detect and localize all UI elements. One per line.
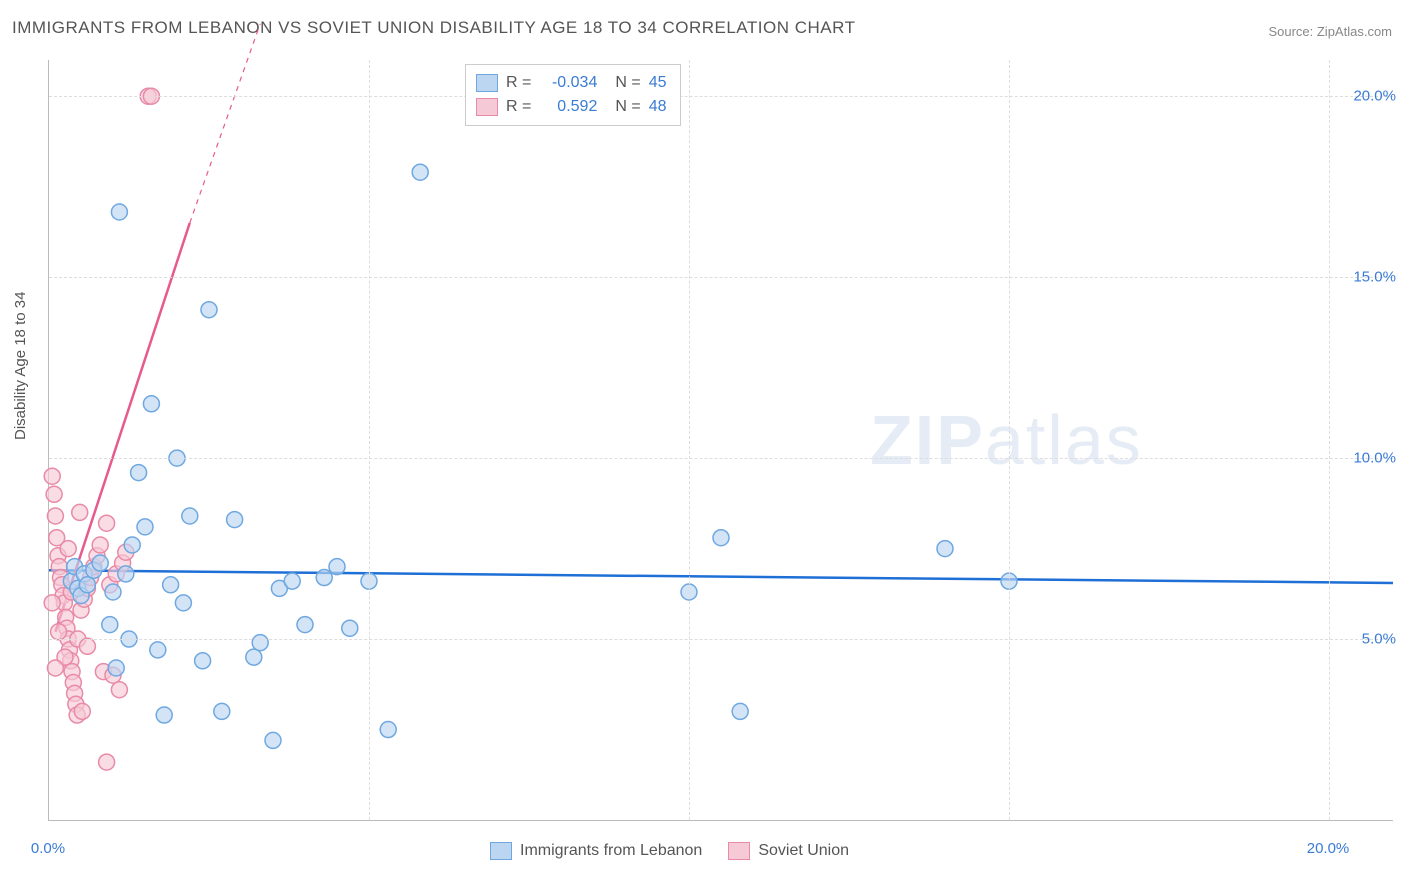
r-label: R = <box>506 95 531 119</box>
data-point <box>329 559 345 575</box>
legend-item: Immigrants from Lebanon <box>490 842 702 860</box>
data-point <box>111 204 127 220</box>
n-label: N = <box>615 71 640 95</box>
data-point <box>108 660 124 676</box>
data-point <box>118 566 134 582</box>
data-point <box>246 649 262 665</box>
data-point <box>92 537 108 553</box>
data-point <box>137 519 153 535</box>
data-point <box>150 642 166 658</box>
data-point <box>412 164 428 180</box>
legend-row: R = 0.592 N = 48 <box>476 95 666 119</box>
legend-swatch <box>476 98 498 116</box>
scatter-plot <box>48 60 1393 821</box>
data-point <box>342 620 358 636</box>
x-tick-label: 0.0% <box>31 840 65 857</box>
data-point <box>51 624 67 640</box>
legend-swatch <box>728 842 750 860</box>
data-point <box>380 722 396 738</box>
legend-item: Soviet Union <box>728 842 849 860</box>
n-label: N = <box>615 95 640 119</box>
y-tick-label: 10.0% <box>1353 450 1396 467</box>
data-point <box>265 732 281 748</box>
data-point <box>46 486 62 502</box>
chart-title: IMMIGRANTS FROM LEBANON VS SOVIET UNION … <box>12 18 855 38</box>
correlation-legend: R = -0.034 N = 45 R = 0.592 N = 48 <box>465 64 681 126</box>
data-point <box>227 512 243 528</box>
data-point <box>99 754 115 770</box>
data-point <box>60 541 76 557</box>
legend-row: R = -0.034 N = 45 <box>476 71 666 95</box>
data-point <box>732 703 748 719</box>
data-point <box>99 515 115 531</box>
trend-line <box>49 570 1393 583</box>
legend-swatch <box>476 74 498 92</box>
data-point <box>175 595 191 611</box>
y-tick-label: 5.0% <box>1362 631 1396 648</box>
data-point <box>102 617 118 633</box>
data-point <box>252 635 268 651</box>
legend-label: Soviet Union <box>758 842 849 860</box>
data-point <box>937 541 953 557</box>
gridline-vertical <box>1329 60 1330 820</box>
r-value: 0.592 <box>539 95 597 119</box>
legend-swatch <box>490 842 512 860</box>
data-point <box>297 617 313 633</box>
r-label: R = <box>506 71 531 95</box>
series-legend: Immigrants from Lebanon Soviet Union <box>490 842 849 860</box>
y-tick-label: 20.0% <box>1353 88 1396 105</box>
plot-svg <box>49 60 1393 820</box>
y-tick-label: 15.0% <box>1353 269 1396 286</box>
data-point <box>111 682 127 698</box>
data-point <box>156 707 172 723</box>
data-point <box>44 468 60 484</box>
data-point <box>44 595 60 611</box>
n-value: 48 <box>649 95 667 119</box>
data-point <box>195 653 211 669</box>
gridline-horizontal <box>49 458 1393 459</box>
data-point <box>74 703 90 719</box>
n-value: 45 <box>649 71 667 95</box>
gridline-horizontal <box>49 96 1393 97</box>
data-point <box>105 584 121 600</box>
r-value: -0.034 <box>539 71 597 95</box>
data-point <box>47 508 63 524</box>
data-point <box>92 555 108 571</box>
data-point <box>284 573 300 589</box>
data-point <box>131 465 147 481</box>
data-point <box>124 537 140 553</box>
gridline-vertical <box>1009 60 1010 820</box>
data-point <box>79 638 95 654</box>
data-point <box>79 577 95 593</box>
data-point <box>316 570 332 586</box>
source-attribution: Source: ZipAtlas.com <box>1268 24 1392 39</box>
y-axis-label: Disability Age 18 to 34 <box>12 292 29 440</box>
data-point <box>143 396 159 412</box>
x-tick-label: 20.0% <box>1307 840 1350 857</box>
legend-label: Immigrants from Lebanon <box>520 842 702 860</box>
data-point <box>163 577 179 593</box>
data-point <box>214 703 230 719</box>
data-point <box>47 660 63 676</box>
data-point <box>201 302 217 318</box>
data-point <box>713 530 729 546</box>
gridline-horizontal <box>49 639 1393 640</box>
gridline-vertical <box>369 60 370 820</box>
gridline-horizontal <box>49 277 1393 278</box>
data-point <box>182 508 198 524</box>
data-point <box>72 504 88 520</box>
gridline-vertical <box>689 60 690 820</box>
trend-line-extrapolated <box>190 24 260 223</box>
